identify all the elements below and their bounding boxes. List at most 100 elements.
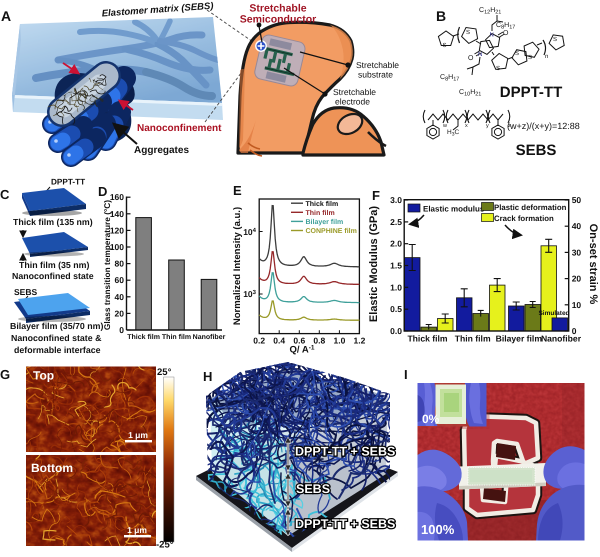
svg-text:0%: 0% — [422, 412, 440, 426]
svg-text:SEBS: SEBS — [14, 287, 37, 297]
svg-text:Stretchable: Stretchable — [249, 3, 306, 15]
svg-text:Normalized Intensity (a.u.): Normalized Intensity (a.u.) — [232, 207, 243, 325]
svg-text:DPPT-TT: DPPT-TT — [500, 84, 563, 101]
svg-text:10: 10 — [572, 300, 582, 310]
svg-text:Nanoconfined state &: Nanoconfined state & — [11, 333, 102, 343]
svg-text:Stretchable: Stretchable — [356, 60, 399, 70]
svg-text:50: 50 — [572, 195, 582, 205]
svg-text:1 μm: 1 μm — [128, 430, 148, 440]
svg-text:2.0: 2.0 — [390, 239, 402, 249]
svg-text:20: 20 — [115, 308, 125, 318]
svg-text:DPPT-TT: DPPT-TT — [51, 178, 85, 187]
svg-text:30: 30 — [572, 247, 582, 257]
svg-text:G: G — [0, 367, 10, 382]
svg-text:A: A — [1, 8, 11, 24]
svg-text:Thick film: Thick film — [127, 333, 160, 341]
svg-text:n: n — [545, 54, 548, 60]
svg-text:S: S — [443, 42, 447, 49]
svg-text:Thin film: Thin film — [306, 209, 335, 217]
svg-text:S: S — [515, 50, 519, 57]
svg-text:0.8: 0.8 — [313, 336, 325, 346]
svg-text:Simulated: Simulated — [538, 310, 569, 317]
svg-text:CONPHINE film: CONPHINE film — [306, 227, 357, 235]
svg-text:Nanofiber: Nanofiber — [193, 333, 226, 341]
svg-text:SEBS: SEBS — [296, 482, 330, 496]
svg-text:Bilayer film: Bilayer film — [496, 334, 543, 344]
svg-text:S: S — [466, 29, 470, 36]
svg-text:SEBS: SEBS — [516, 142, 557, 159]
svg-text:Thick film (135 nm): Thick film (135 nm) — [13, 217, 93, 227]
svg-text:Plastic deformation: Plastic deformation — [494, 203, 567, 212]
svg-text:Thin film (35 nm): Thin film (35 nm) — [19, 260, 89, 270]
svg-text:D: D — [98, 184, 107, 199]
svg-text:1 μm: 1 μm — [127, 525, 147, 535]
svg-text:B: B — [436, 8, 446, 24]
svg-text:w: w — [442, 123, 447, 129]
svg-text:1.0: 1.0 — [390, 282, 402, 292]
svg-text:z: z — [508, 123, 511, 129]
svg-text:80: 80 — [115, 259, 125, 269]
svg-text:C12H21: C12H21 — [479, 7, 501, 16]
svg-text:140: 140 — [110, 209, 124, 219]
svg-text:x: x — [465, 123, 468, 129]
svg-text:40: 40 — [572, 221, 582, 231]
svg-text:Top: Top — [33, 369, 54, 383]
svg-text:0.4: 0.4 — [273, 336, 285, 346]
svg-text:H3C: H3C — [447, 129, 459, 138]
svg-text:S: S — [553, 36, 557, 43]
svg-text:C8H17: C8H17 — [440, 74, 459, 83]
svg-text:I: I — [404, 367, 408, 382]
svg-text:substrate: substrate — [358, 70, 393, 80]
svg-text:Bilayer film: Bilayer film — [306, 218, 344, 226]
svg-text:Aggregates: Aggregates — [134, 145, 189, 156]
svg-text:S: S — [528, 54, 532, 61]
svg-text:C8H17: C8H17 — [496, 22, 515, 31]
svg-text:y: y — [486, 123, 489, 129]
svg-text:-25°: -25° — [156, 540, 174, 551]
svg-text:S: S — [496, 65, 500, 72]
svg-text:1.5: 1.5 — [390, 261, 402, 271]
svg-text:Stretchable: Stretchable — [333, 87, 376, 97]
svg-text:Elastic modulus: Elastic modulus — [423, 205, 485, 214]
svg-text:O: O — [503, 30, 509, 37]
svg-text:C: C — [0, 187, 10, 202]
svg-text:2.5: 2.5 — [390, 217, 402, 227]
svg-text:Bilayer film (35/70 nm): Bilayer film (35/70 nm) — [10, 321, 103, 331]
svg-text:40: 40 — [115, 292, 125, 302]
svg-text:100%: 100% — [421, 522, 455, 537]
svg-text:Thin film: Thin film — [162, 333, 191, 341]
svg-text:Elastomer matrix (SEBS): Elastomer matrix (SEBS) — [101, 1, 213, 20]
svg-text:160: 160 — [110, 192, 124, 202]
svg-text:20: 20 — [572, 274, 582, 284]
svg-text:Crack formation: Crack formation — [494, 214, 554, 223]
svg-text:1.2: 1.2 — [353, 336, 365, 346]
svg-text:deformable interface: deformable interface — [14, 345, 101, 355]
svg-text:N: N — [478, 51, 482, 58]
svg-text:Nanoconfinement: Nanoconfinement — [137, 123, 222, 134]
svg-text:C10H21: C10H21 — [459, 89, 481, 98]
svg-text:(w+z)/(x+y)=12:88: (w+z)/(x+y)=12:88 — [507, 121, 580, 131]
svg-text:DPPT-TT + SEBS: DPPT-TT + SEBS — [295, 517, 395, 531]
svg-text:Semiconductor: Semiconductor — [240, 14, 316, 26]
svg-text:N: N — [490, 32, 494, 39]
svg-text:DPPT-TT + SEBS: DPPT-TT + SEBS — [295, 445, 395, 459]
svg-text:0: 0 — [572, 326, 577, 336]
svg-text:O: O — [468, 55, 474, 62]
svg-text:Nanoconfined state: Nanoconfined state — [12, 271, 94, 281]
svg-text:0.0: 0.0 — [390, 326, 402, 336]
svg-text:Nanofiber: Nanofiber — [541, 334, 582, 344]
svg-text:120: 120 — [110, 225, 124, 235]
svg-text:104: 104 — [243, 227, 256, 237]
svg-text:1.0: 1.0 — [333, 336, 345, 346]
svg-text:Bottom: Bottom — [31, 461, 73, 475]
svg-text:25°: 25° — [157, 367, 172, 378]
svg-text:H: H — [203, 369, 212, 384]
svg-text:0.2: 0.2 — [253, 336, 265, 346]
svg-text:0.6: 0.6 — [293, 336, 305, 346]
svg-text:0.5: 0.5 — [390, 304, 402, 314]
svg-text:Elastic Modulus (GPa): Elastic Modulus (GPa) — [368, 206, 380, 322]
svg-text:E: E — [233, 183, 242, 198]
svg-text:F: F — [372, 188, 380, 203]
svg-text:Thick film: Thick film — [407, 334, 447, 344]
svg-text:On-set strain %: On-set strain % — [587, 224, 599, 305]
